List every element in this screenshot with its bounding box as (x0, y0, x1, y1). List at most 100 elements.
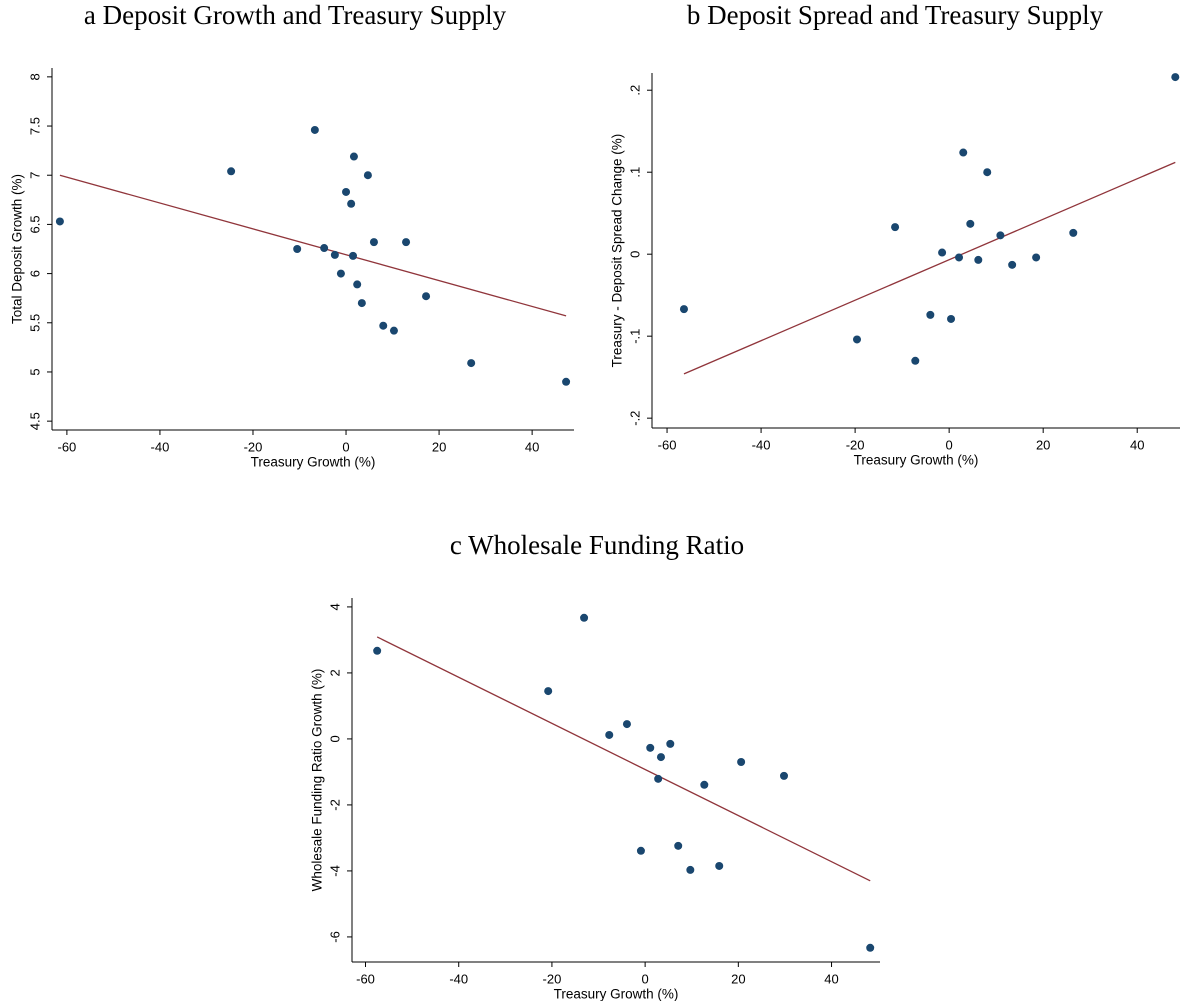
point (780, 771, 788, 780)
x-tick-label: 40 (824, 971, 838, 986)
point (674, 841, 683, 850)
y-tick-label: .2 (627, 85, 642, 96)
x-tick-label: 40 (1130, 437, 1144, 452)
chart-title: c Wholesale Funding Ratio (450, 530, 744, 560)
y-tick-label: 7 (27, 172, 42, 179)
point (938, 248, 947, 257)
x-axis-label: Treasury Growth (%) (251, 455, 376, 470)
point (369, 238, 378, 247)
point (349, 152, 358, 161)
point (1171, 73, 1180, 82)
point (402, 238, 411, 247)
y-axis-label: Wholesale Funding Ratio Growth (%) (310, 669, 325, 892)
fit-line (683, 161, 1176, 375)
point (342, 187, 351, 196)
y-tick-label: -6 (327, 931, 342, 943)
point (373, 646, 382, 655)
x-axis-label: Treasury Growth (%) (554, 987, 679, 1001)
point (605, 730, 614, 739)
point (544, 687, 553, 696)
point (654, 774, 663, 783)
y-tick-label: -4 (327, 865, 342, 877)
point (996, 231, 1005, 240)
point (622, 720, 631, 729)
y-tick-label: -.2 (627, 411, 642, 426)
y-tick-label: -.1 (627, 329, 642, 344)
point (656, 753, 665, 762)
x-tick-label: -40 (151, 439, 170, 454)
point (293, 245, 302, 253)
point (1032, 253, 1041, 262)
y-axis-label: Total Deposit Growth (%) (10, 174, 25, 324)
x-tick-label: 20 (731, 971, 745, 986)
y-tick-label: 5 (27, 368, 42, 375)
x-tick-label: -20 (543, 971, 562, 986)
point (715, 861, 724, 870)
x-tick-label: 20 (1036, 437, 1050, 452)
x-tick-label: -60 (57, 439, 76, 454)
point (379, 321, 388, 330)
point (227, 167, 236, 176)
point (580, 613, 589, 622)
x-axis-label: Treasury Growth (%) (854, 453, 979, 468)
x-tick-label: 20 (432, 439, 446, 454)
point (700, 780, 709, 789)
x-tick-label: -40 (449, 971, 468, 986)
x-tick-label: -40 (752, 437, 771, 452)
point (947, 314, 956, 323)
point (336, 269, 345, 278)
point (955, 253, 964, 262)
point (679, 305, 688, 314)
x-tick-label: 0 (642, 971, 649, 986)
fit-line (376, 636, 871, 882)
y-tick-label: 5.5 (27, 314, 42, 332)
y-tick-label: 6 (27, 270, 42, 277)
x-tick-label: -60 (356, 971, 375, 986)
x-tick-label: 0 (342, 439, 349, 454)
point (347, 199, 356, 208)
point (422, 292, 431, 301)
point (357, 299, 366, 308)
point (363, 171, 372, 180)
point (646, 743, 655, 752)
y-tick-label: 8 (27, 73, 42, 80)
point (1008, 260, 1017, 269)
y-tick-label: 0 (627, 251, 642, 258)
point (389, 326, 398, 335)
point (959, 148, 968, 157)
point (320, 244, 329, 253)
point (353, 280, 362, 289)
point (636, 846, 645, 855)
y-tick-label: 4 (327, 603, 342, 610)
x-tick-label: 40 (525, 439, 539, 454)
point (562, 377, 571, 386)
y-tick-label: 7.5 (27, 117, 42, 135)
point (310, 125, 319, 134)
point (866, 943, 875, 952)
y-tick-label: 0 (327, 735, 342, 742)
point (349, 251, 358, 260)
point (983, 168, 992, 177)
x-tick-label: -60 (658, 437, 677, 452)
chart-title: a Deposit Growth and Treasury Supply (84, 0, 507, 30)
x-tick-label: 0 (946, 437, 953, 452)
y-tick-label: 6.5 (27, 215, 42, 233)
fit-line (59, 174, 567, 317)
y-tick-label: .1 (627, 167, 642, 178)
point (1069, 228, 1078, 237)
y-tick-label: -2 (327, 799, 342, 811)
point (686, 865, 695, 874)
point (852, 335, 861, 344)
x-tick-label: -20 (846, 437, 865, 452)
point (467, 359, 476, 368)
chart-title: b Deposit Spread and Treasury Supply (687, 0, 1104, 30)
point (926, 310, 935, 319)
point (737, 758, 746, 767)
point (55, 217, 64, 226)
y-tick-label: 4.5 (27, 412, 42, 430)
y-axis-label: Treasury - Deposit Spread Change (%) (610, 134, 625, 368)
point (330, 250, 339, 259)
y-tick-label: 2 (327, 669, 342, 676)
